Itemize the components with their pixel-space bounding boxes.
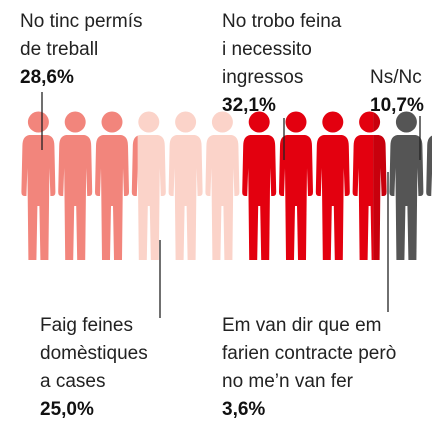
label: farien contracte però — [222, 343, 396, 364]
label: i necessito — [222, 39, 312, 60]
person — [168, 111, 203, 260]
value-label: 32,1% — [222, 95, 276, 116]
person — [315, 111, 350, 260]
person — [21, 111, 56, 260]
value-label: 28,6% — [20, 67, 74, 88]
person — [242, 111, 277, 260]
label: Em van dir que em — [222, 315, 381, 336]
label: Faig feines — [40, 315, 133, 336]
person — [95, 111, 129, 260]
label: No tinc permís — [20, 11, 142, 32]
label: No trobo feina — [222, 11, 342, 32]
label: Ns/Nc — [370, 67, 422, 88]
person — [205, 111, 240, 260]
person — [426, 111, 432, 260]
person — [389, 111, 424, 260]
value-label: 10,7% — [370, 95, 424, 116]
value-label: 25,0% — [40, 399, 94, 420]
label: domèstiques — [40, 343, 148, 364]
label: a cases — [40, 371, 105, 392]
label: no me’n van fer — [222, 371, 354, 392]
label: ingressos — [222, 67, 303, 88]
value-label: 3,6% — [222, 399, 265, 420]
person — [58, 111, 93, 260]
label: de treball — [20, 39, 98, 60]
